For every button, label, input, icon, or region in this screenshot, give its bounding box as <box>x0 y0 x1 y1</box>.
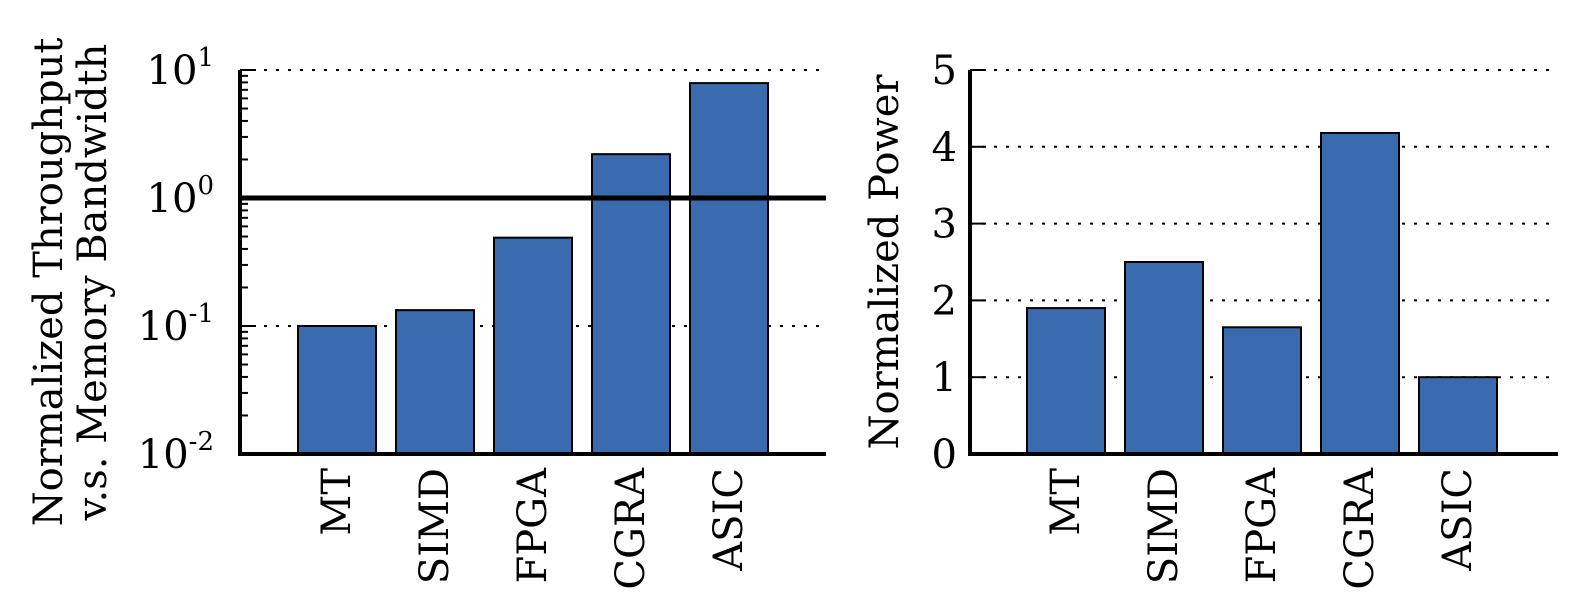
throughput-chart: MT SIMD FPGA CGRA ASIC 10-2 10-1 100 101 Normaliz… <box>26 38 826 590</box>
bar-simd <box>1124 261 1204 455</box>
bar-mt <box>297 325 377 455</box>
x-tick-label: MT <box>1043 468 1089 536</box>
y-tick-label: 1 <box>932 355 957 401</box>
x-tick-label: ASIC <box>1435 468 1481 572</box>
x-tick-label: ASIC <box>706 468 752 572</box>
y-tick-label: 2 <box>932 278 957 324</box>
y-axis-title: Normalized Throughput <box>26 38 72 527</box>
y-tick-label: 101 <box>147 43 214 94</box>
x-tick-label: CGRA <box>1337 467 1383 590</box>
x-tick-label: MT <box>314 468 360 536</box>
y-tick-label: 100 <box>147 171 214 222</box>
power-chart: MT SIMD FPGA CGRA ASIC 0 1 2 3 4 5 Normalized Power <box>862 48 1558 590</box>
x-tick-label: SIMD <box>1141 468 1187 584</box>
x-tick-label: SIMD <box>412 468 458 584</box>
bar-asic <box>1418 376 1498 456</box>
y-tick-label: 10-1 <box>138 299 214 350</box>
y-axis-title: v.s. Memory Bandwidth <box>70 44 116 522</box>
bar-fpga <box>493 236 573 455</box>
x-tick-label: CGRA <box>608 467 654 590</box>
x-tick-label: FPGA <box>510 467 556 584</box>
bar-fpga <box>1222 326 1302 455</box>
y-tick-label: 0 <box>932 432 957 478</box>
y-axis-title: Normalized Power <box>862 74 908 450</box>
bar-asic <box>689 82 769 455</box>
bar-simd <box>395 309 475 456</box>
x-tick-label: FPGA <box>1239 467 1285 584</box>
y-tick-label: 3 <box>932 202 957 248</box>
y-tick-label: 4 <box>932 125 957 171</box>
y-tick-label: 10-2 <box>138 427 214 478</box>
bar-mt <box>1026 307 1106 455</box>
y-tick-label: 5 <box>932 48 957 94</box>
bar-cgra <box>1320 131 1400 455</box>
